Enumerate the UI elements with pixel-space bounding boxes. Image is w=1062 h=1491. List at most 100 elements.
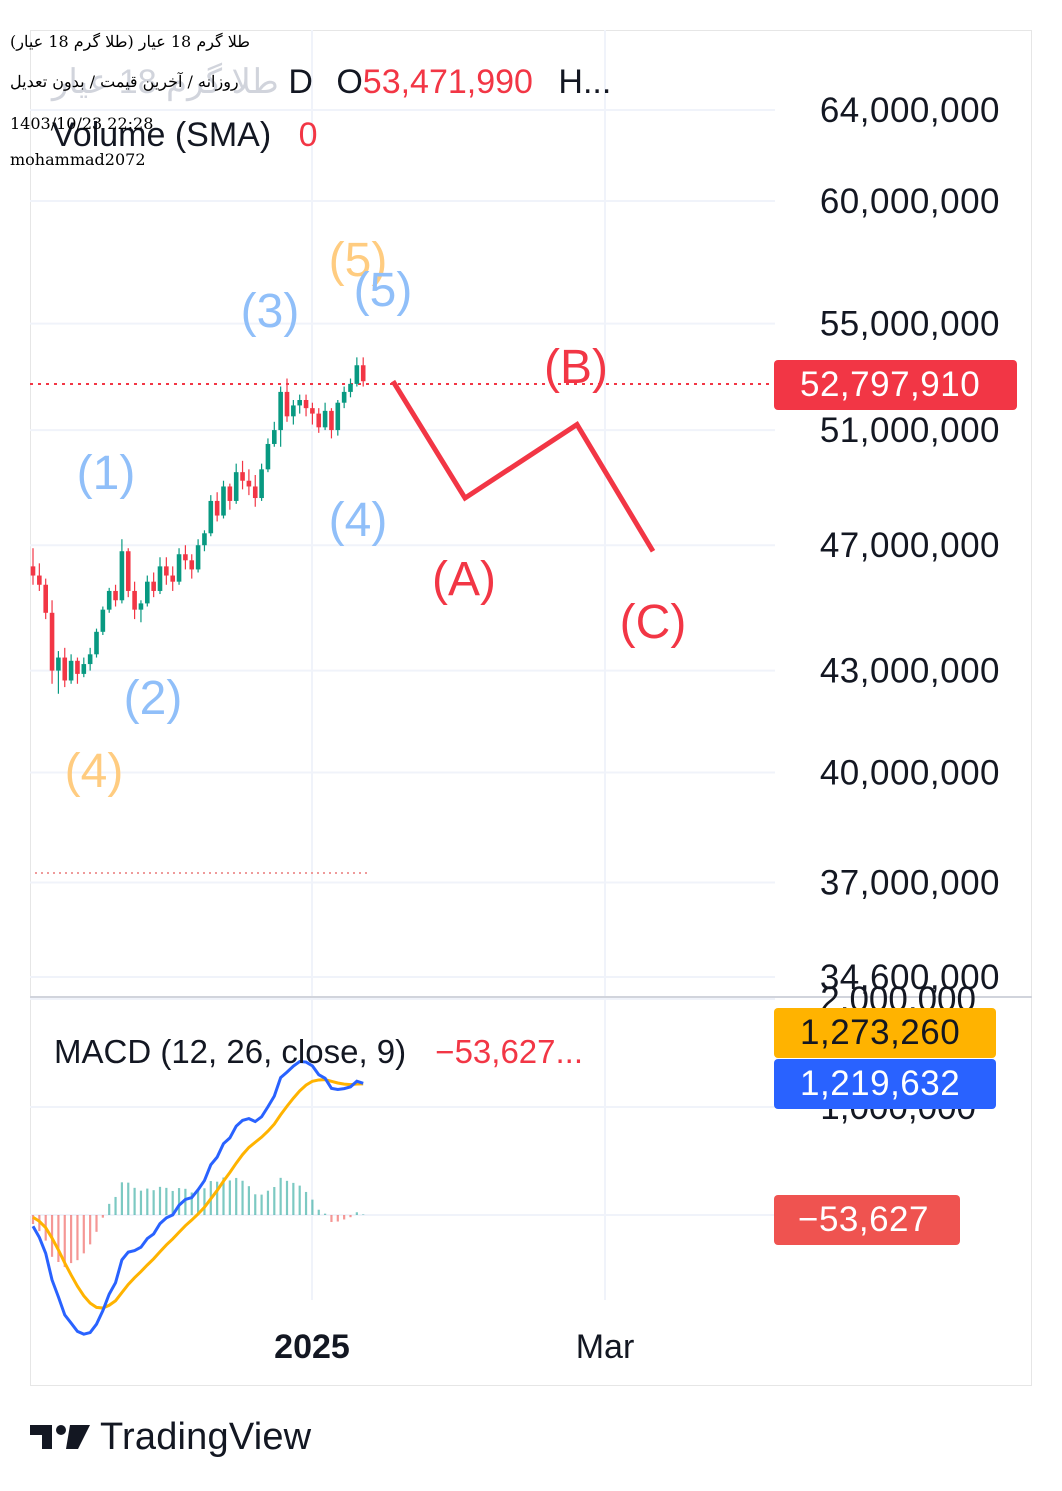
candle-body [310, 408, 315, 414]
wave-label-degree-5: (5) [329, 234, 388, 287]
wave-label-b: (B) [544, 341, 608, 394]
tradingview-logo[interactable]: TradingView [30, 1412, 311, 1462]
grid-lines [30, 30, 775, 1300]
candle-body [227, 486, 233, 501]
candle-body [30, 566, 36, 576]
wave-label-1: (1) [77, 447, 136, 500]
candle-body [68, 660, 74, 681]
candle-body [49, 612, 55, 671]
ohlc-more[interactable]: H... [558, 63, 612, 101]
chart-frame [30, 30, 1032, 1386]
wave-label-3: (3) [241, 285, 300, 338]
candle-body [252, 486, 258, 499]
macd-lines [31, 1059, 364, 1336]
candle-body [106, 590, 112, 610]
candle-body [94, 631, 99, 655]
macd-line [31, 1059, 364, 1336]
open-value: 53,471,990 [362, 63, 533, 101]
candle-body [354, 365, 360, 384]
candle-body [329, 410, 334, 431]
abc-projection-line [390, 379, 656, 553]
wave-label-2: (2) [124, 672, 183, 725]
candle-body [183, 554, 188, 561]
candle-body [341, 391, 347, 403]
candle-body [81, 664, 87, 674]
macd-histogram [31, 1177, 365, 1268]
wave-label-4: (4) [329, 494, 388, 547]
candle-body [43, 584, 48, 613]
candle-body [240, 472, 245, 481]
price-axis-label: 37,000,000 [820, 863, 1000, 902]
candle-body [284, 391, 290, 417]
interval-label: D [288, 63, 313, 101]
candle-body [278, 391, 283, 431]
histogram-value-tag: −53,627 [774, 1195, 960, 1245]
candle-body [214, 500, 220, 516]
time-axis-label: Mar [576, 1328, 635, 1366]
candle-body [62, 657, 68, 681]
symbol-ghost: طلا گرم 18 عیار [52, 63, 279, 101]
candle-body [246, 480, 252, 487]
candle-body [37, 575, 42, 585]
candle-body [176, 554, 182, 582]
overlay-author: mohammad2072 [10, 150, 146, 169]
signal-line [32, 1078, 364, 1310]
macd-legend-value: −53,627... [435, 1033, 584, 1070]
volume-label[interactable]: Volume (SMA) [52, 116, 272, 154]
wave-label-a: (A) [432, 553, 496, 606]
price-axis-label: 47,000,000 [820, 526, 1000, 565]
price-axis-label: 55,000,000 [820, 305, 1000, 344]
macd-legend[interactable]: MACD (12, 26, close, 9) −53,627... [54, 1033, 583, 1071]
candle-body [119, 551, 125, 601]
price-axis-label: 64,000,000 [820, 91, 1000, 130]
candle-body [138, 603, 144, 610]
candle-body [195, 545, 201, 570]
candle-body [100, 609, 106, 632]
candle-body [233, 472, 239, 501]
candle-body [322, 410, 328, 428]
candle-body [151, 581, 156, 591]
time-axis: 2025 Mar [274, 1328, 634, 1366]
candle-body [208, 500, 214, 534]
volume-value: 0 [298, 116, 318, 154]
candle-body [145, 581, 150, 604]
candle-body [221, 486, 226, 516]
header-symbol-line: طلا گرم 18 عیار D O53,471,990 H... [52, 62, 611, 102]
candle-body [170, 575, 175, 582]
candle-body [259, 469, 264, 499]
candle-body [348, 383, 353, 392]
brand-name: TradingView [100, 1415, 312, 1458]
time-axis-label: 2025 [274, 1328, 350, 1366]
price-axis-label: 60,000,000 [820, 182, 1000, 221]
candle-body [157, 566, 163, 591]
open-label: O [336, 63, 363, 101]
price-axis: 64,000,000 60,000,000 55,000,000 51,000,000… [820, 91, 1000, 997]
overlay-symbol: طلا گرم 18 عیار (طلا گرم 18 عیار) [10, 32, 251, 51]
candle-body [202, 533, 207, 546]
candle-body [265, 443, 271, 470]
candle-body [316, 413, 322, 428]
last-price-tag: 52,797,910 [774, 360, 1017, 410]
overlay-timestamp: 1403/10/23 22:28 [10, 114, 154, 133]
candle-body [291, 405, 296, 417]
price-axis-label: 34,600,000 [820, 958, 1000, 997]
candle-body [272, 430, 277, 444]
candle-body [75, 660, 80, 674]
candle-body [360, 365, 366, 382]
signal-value-tag: 1,273,260 [774, 1008, 996, 1058]
overlay-settings: روزانه / آخرین قیمت / بدون تعدیل [10, 72, 239, 91]
price-axis-label: 40,000,000 [820, 754, 1000, 793]
candle-body [125, 551, 131, 591]
candle-body [87, 654, 93, 665]
tradingview-logo-icon [30, 1425, 90, 1449]
candlestick-series [30, 357, 366, 694]
candle-body [113, 590, 118, 601]
candle-body [335, 402, 341, 431]
candle-body [132, 590, 137, 610]
price-axis-label: 51,000,000 [820, 411, 1000, 450]
wave-labels: (4) (5) (1) (2) (3) (4) (5) (A) (B) (C) [65, 234, 687, 798]
wave-label-degree-4: (4) [65, 745, 124, 798]
candle-body [189, 560, 195, 570]
wave-label-5: (5) [354, 264, 413, 317]
